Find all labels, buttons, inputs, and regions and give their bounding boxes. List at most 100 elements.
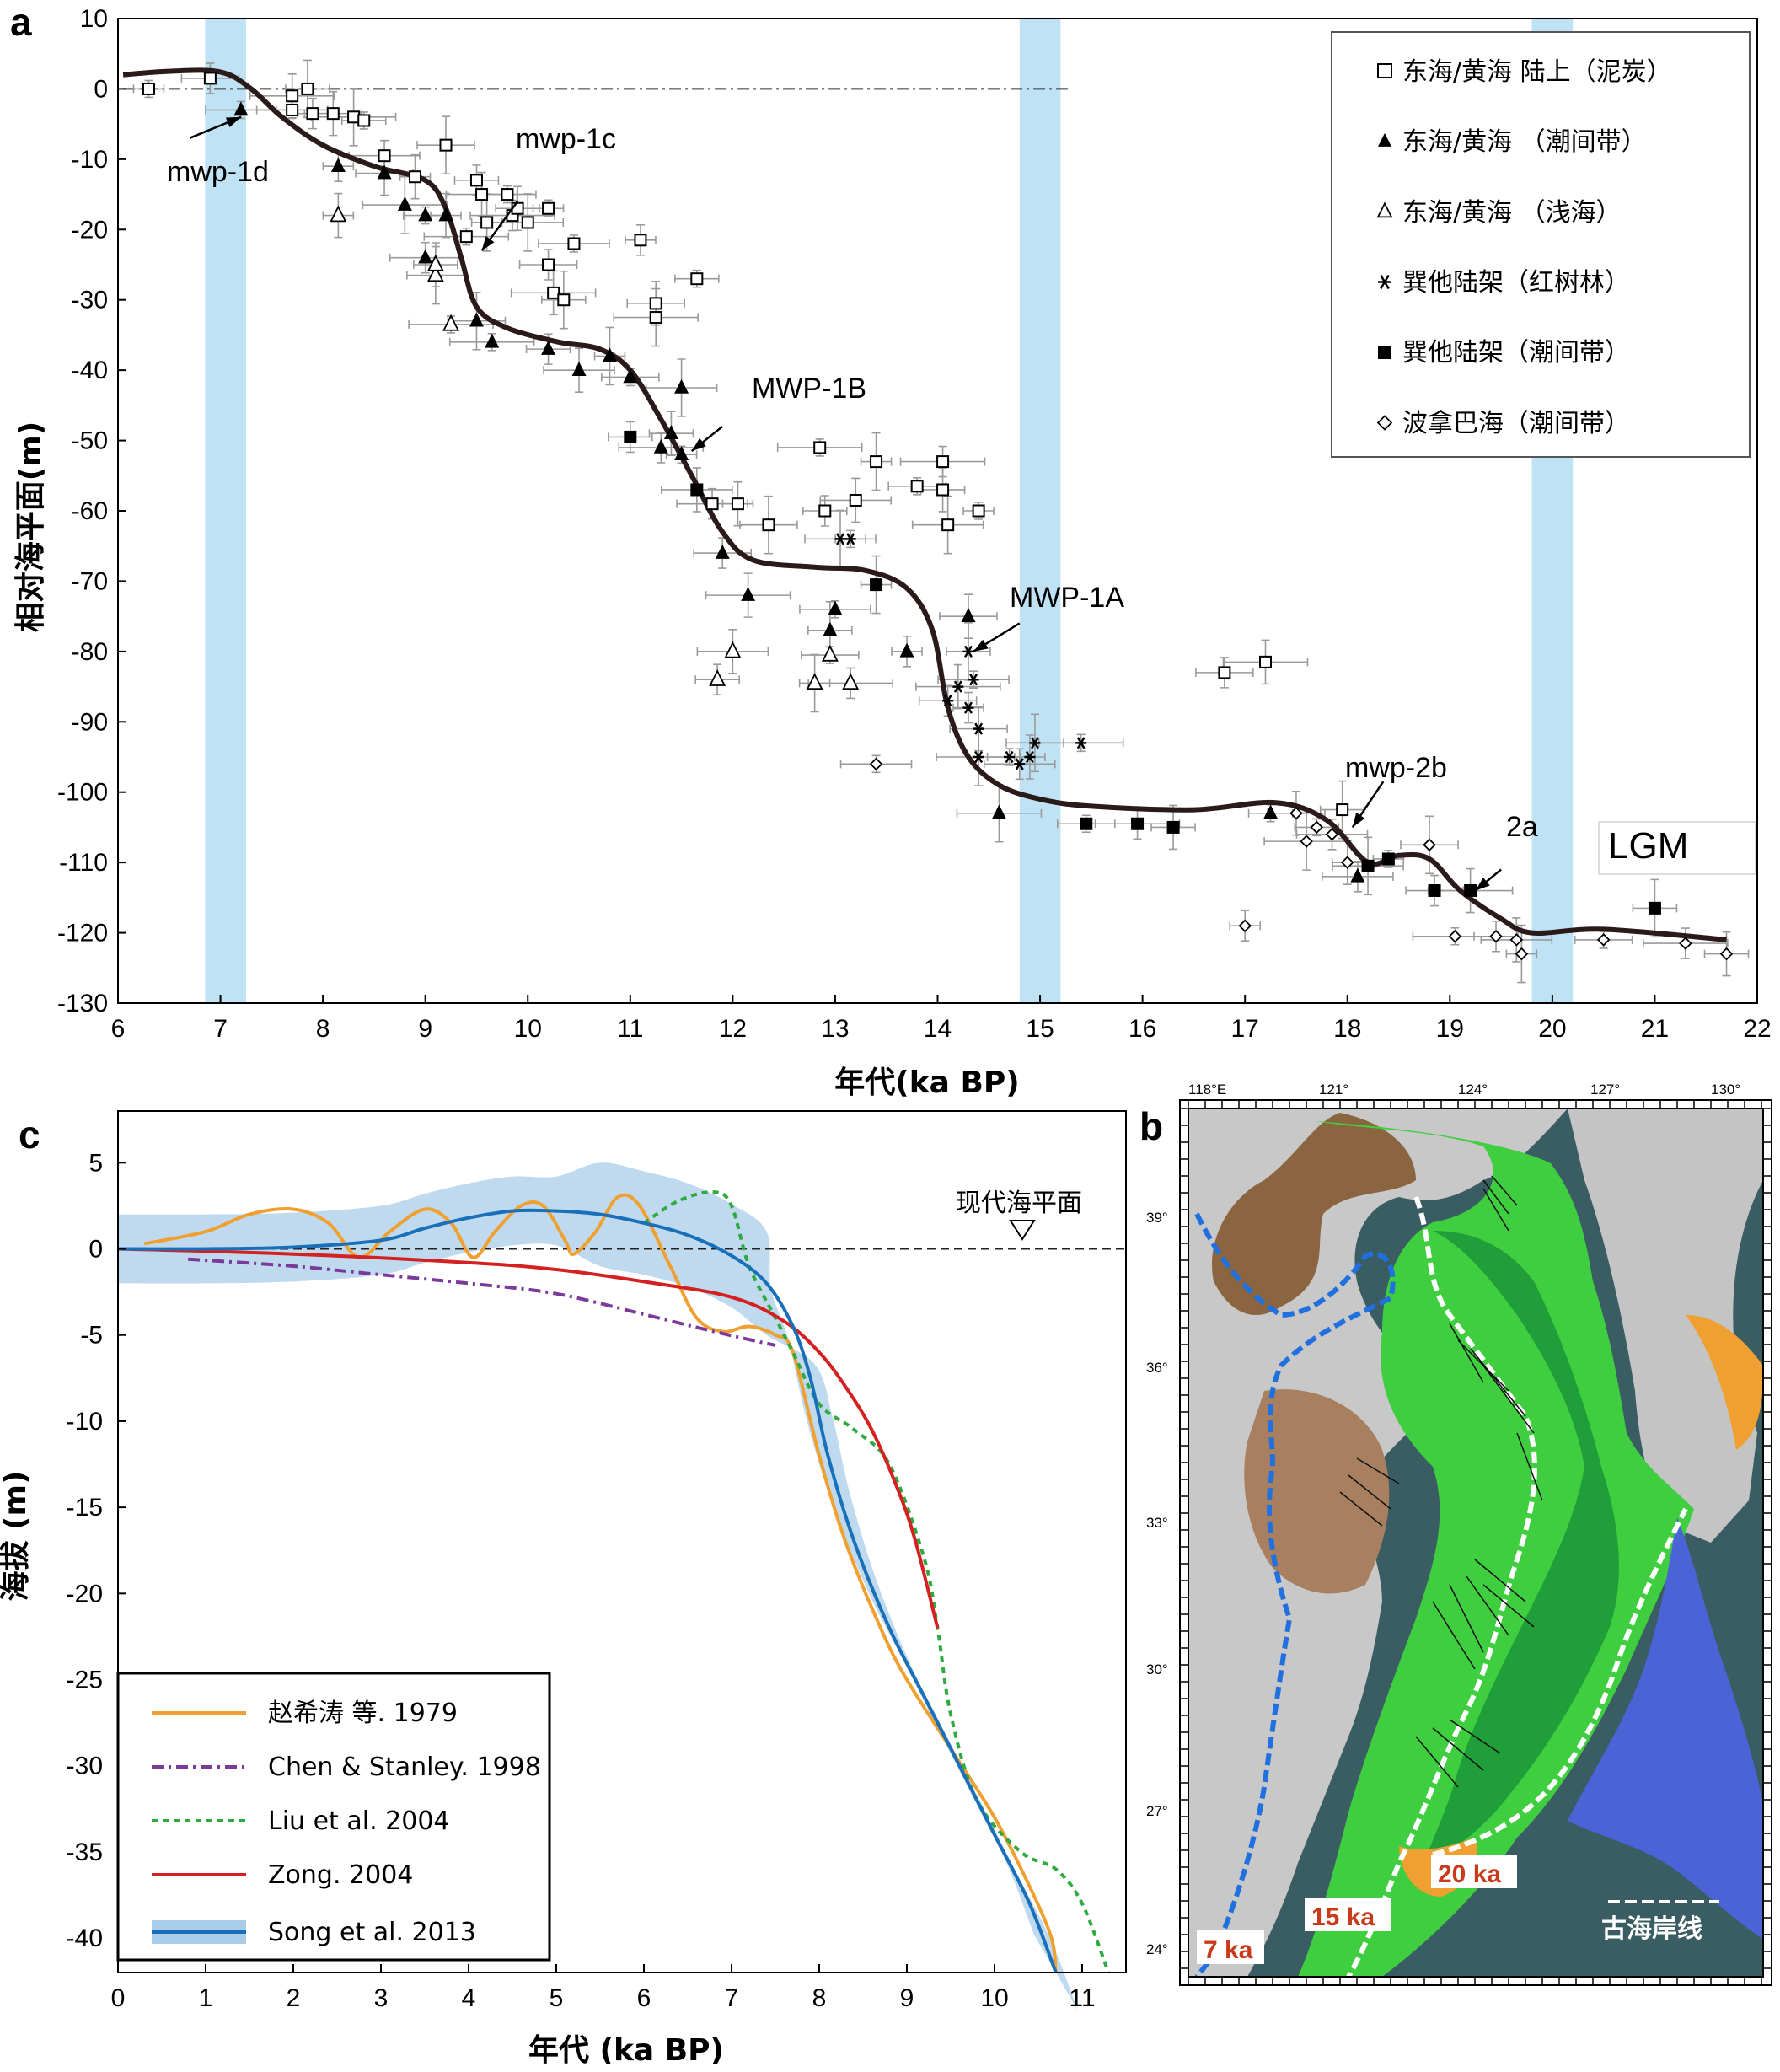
y-tick-label: -10 (72, 146, 108, 174)
panel-b-letter: b (1139, 1104, 1163, 1148)
data-point-open-square (439, 138, 453, 152)
data-point-open-square (1336, 803, 1349, 817)
arrow-head (1475, 878, 1490, 891)
legend-label-intertidal: 东海/黄海 （潮间带） (1402, 127, 1647, 157)
legend-marker-open-square (1377, 63, 1392, 78)
annotation-mwp-2b: mwp-2b (1345, 752, 1447, 784)
x-tick-label: 10 (514, 1015, 542, 1043)
panel-c-xlabel: 年代 (ka BP) (528, 2033, 724, 2068)
x-tick-label: 5 (550, 1984, 564, 2012)
y-tick-label: -50 (72, 427, 108, 455)
data-point-filled-triangle (603, 347, 617, 362)
data-point-open-square (286, 89, 299, 103)
x-tick-label: 19 (1436, 1015, 1464, 1043)
data-point-open-square (347, 110, 361, 124)
data-point-filled-square (1428, 884, 1441, 898)
data-point-filled-triangle (485, 333, 500, 348)
series-line (642, 1189, 1111, 1973)
data-point-open-square (306, 107, 319, 121)
data-point-asterisk (942, 695, 954, 707)
y-tick-label: -80 (72, 638, 108, 666)
data-point-open-square (870, 455, 883, 469)
data-point-filled-triangle (1263, 804, 1279, 819)
paleo-coastline-legend-label: 古海岸线 (1601, 1914, 1702, 1944)
y-tick-label: 0 (88, 1236, 103, 1264)
map-china-land (1188, 1108, 1568, 1977)
data-point-open-triangle (806, 673, 823, 690)
map-lat-33: 33° (1146, 1515, 1168, 1531)
data-point-open-diamond (1310, 820, 1324, 835)
data-point-open-triangle (821, 644, 839, 662)
data-point-filled-triangle (623, 368, 638, 384)
x-tick-label: 21 (1641, 1015, 1669, 1043)
data-point-filled-triangle (377, 164, 392, 180)
legend-markers (1376, 63, 1393, 431)
y-tick-label: -100 (57, 779, 108, 807)
data-point-open-triangle (709, 669, 726, 686)
map-bohai-brown (1212, 1113, 1416, 1315)
modern-sea-level-label: 现代海平面 (956, 1189, 1082, 1218)
x-tick-label: 11 (1069, 1984, 1095, 2012)
data-point-open-square (326, 107, 340, 121)
data-point-asterisk (973, 722, 984, 735)
data-point-open-square (567, 237, 581, 250)
map-frame (1188, 1108, 1764, 1978)
x-tick-label: 3 (374, 1984, 389, 2012)
data-point-filled-triangle (899, 642, 914, 658)
data-point-open-diamond (1325, 827, 1339, 841)
label-7ka: 7 ka (1204, 1936, 1253, 1964)
data-point-open-square (378, 149, 391, 163)
data-point-filled-square (1361, 859, 1375, 872)
data-point-open-diamond (1489, 929, 1503, 943)
data-point-filled-triangle (1350, 867, 1365, 883)
y-tick-label: -25 (67, 1667, 103, 1694)
x-tick-label: 11 (617, 1015, 643, 1043)
map-lon-124: 124° (1458, 1082, 1488, 1098)
annotation-mwp-1b: MWP-1B (752, 373, 866, 405)
data-point-open-triangle (330, 205, 347, 223)
data-point-filled-square (1648, 901, 1661, 915)
data-point-open-square (203, 72, 217, 85)
data-point-open-square (409, 170, 422, 184)
data-point-filled-square (1080, 817, 1093, 830)
data-point-open-square (542, 201, 555, 215)
data-point-open-square (813, 441, 827, 454)
map-dark-green-shelf (1424, 1231, 1619, 1863)
label-20ka: 20 ka (1438, 1860, 1501, 1888)
panel-a-legend: 东海/黄海 陆上（泥炭） 东海/黄海 （潮间带） 东海/黄海 （浅海） 巽他陆架… (1331, 31, 1751, 458)
arrow-head (481, 236, 495, 251)
x-tick-label: 8 (812, 1984, 827, 2012)
x-tick-label: 10 (980, 1984, 1008, 2012)
x-tick-label: 18 (1333, 1015, 1361, 1043)
map-lat-27: 27° (1146, 1803, 1168, 1819)
map-lon-130: 130° (1711, 1082, 1740, 1098)
panel-c-axes: 0 1 2 3 4 5 6 7 8 9 10 11 5 0 -5 -10 -15 -20 -25 -30 -35 -40 (67, 1110, 1127, 2012)
legend-marker-asterisk (1378, 274, 1391, 290)
y-tick-label: -30 (72, 287, 108, 314)
y-tick-label: -110 (59, 849, 108, 877)
x-tick-label: 14 (924, 1015, 952, 1043)
data-point-open-square (731, 497, 744, 511)
y-tick-label: -5 (80, 1322, 103, 1350)
data-point-open-square (972, 504, 985, 518)
data-point-filled-triangle (571, 361, 587, 376)
data-point-open-square (542, 258, 555, 271)
data-point-open-square (936, 483, 950, 497)
data-point-open-square (521, 216, 534, 229)
annotation-2a: 2a (1506, 811, 1538, 843)
x-tick-label: 6 (111, 1015, 126, 1043)
map-blue-shelf-edge (1568, 1517, 1763, 1939)
x-tick-label: 9 (418, 1015, 432, 1043)
data-point-open-square (501, 188, 514, 201)
legend-marker-filled-square (1378, 346, 1391, 359)
arrow-head (1352, 812, 1365, 828)
series-line (188, 1257, 776, 1347)
data-point-asterisk (968, 674, 979, 686)
data-point-open-square (849, 493, 862, 507)
data-point-open-diamond (869, 757, 883, 771)
map-lat-36: 36° (1146, 1360, 1168, 1376)
panel-c-series (117, 1189, 1111, 1973)
data-point-filled-triangle (674, 446, 689, 461)
data-point-open-square (1259, 655, 1272, 668)
panel-c: c 现代海平面 0 1 2 3 4 5 6 7 8 9 10 11 5 0 -5 -10 -15 -20 -25 -3… (0, 1110, 1127, 2068)
